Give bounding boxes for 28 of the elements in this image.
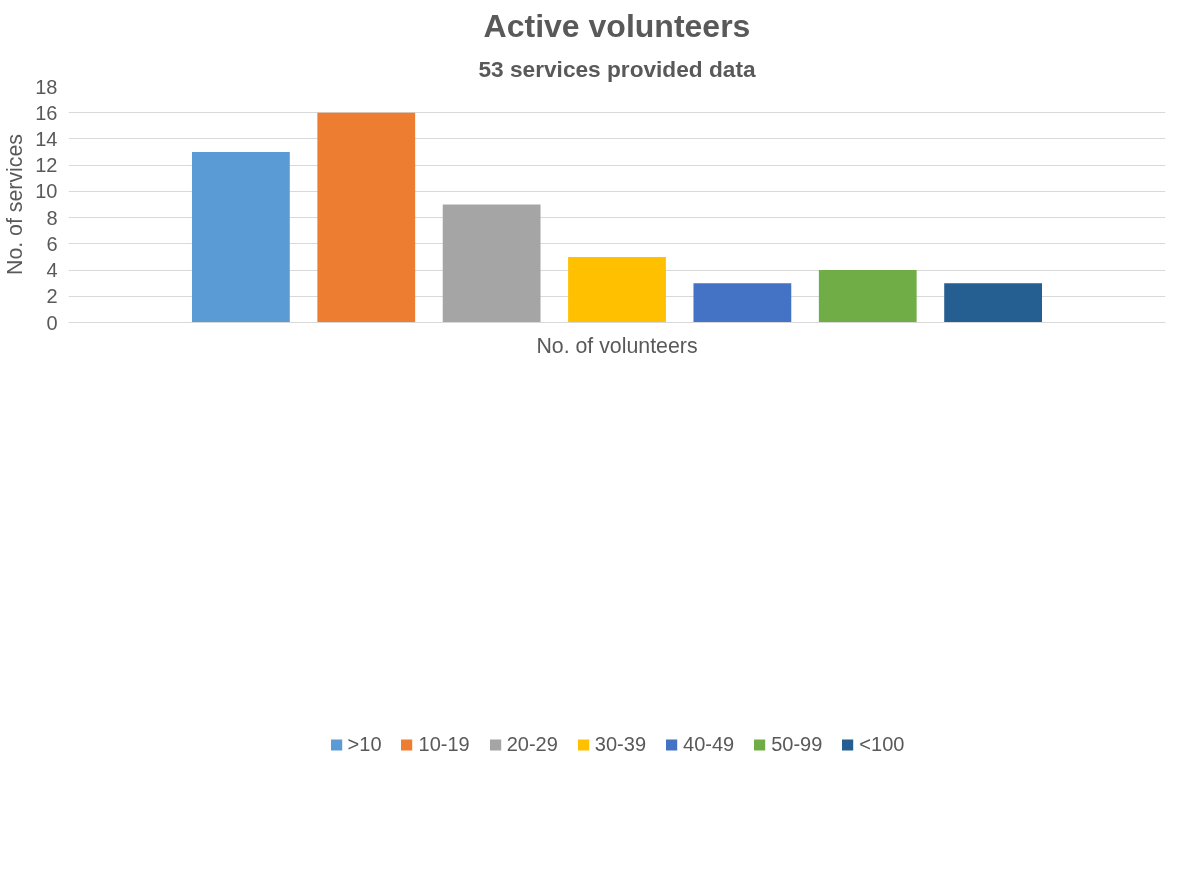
bar — [442, 204, 541, 323]
chart-title: Active volunteers — [483, 7, 751, 44]
chart-subtitle: 53 services provided data — [478, 55, 756, 82]
y-axis-title: No. of services — [3, 133, 28, 276]
bar — [693, 283, 792, 323]
bar — [317, 112, 416, 323]
y-tick-label: 10 — [35, 180, 58, 203]
y-tick-label: 4 — [46, 259, 58, 282]
legend-label: 10-19 — [418, 732, 470, 756]
bar — [568, 256, 666, 323]
y-tick-label: 16 — [35, 101, 58, 124]
bar — [191, 152, 290, 323]
y-tick-label: 8 — [46, 206, 58, 229]
y-tick-label: 18 — [35, 75, 58, 98]
y-tick-label: 2 — [46, 285, 58, 308]
bar — [818, 270, 917, 323]
bar — [944, 283, 1043, 323]
legend-label: >10 — [347, 732, 382, 756]
y-tick-label: 12 — [35, 154, 58, 177]
y-tick-label: 14 — [35, 127, 58, 150]
legend-label: 20-29 — [506, 732, 558, 756]
x-axis-title: No. of volunteers — [536, 333, 698, 358]
legend-label: 30-39 — [594, 732, 647, 756]
y-tick-label: 0 — [46, 311, 58, 334]
legend-label: <100 — [859, 732, 905, 756]
legend-label: 50-99 — [771, 732, 823, 756]
legend-label: 40-49 — [683, 732, 735, 756]
y-tick-label: 6 — [46, 232, 58, 255]
